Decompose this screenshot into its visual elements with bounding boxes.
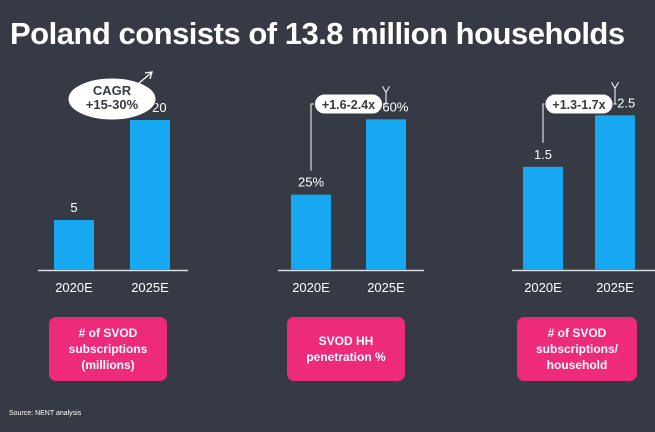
multiplier-text: +1.3-1.7x	[552, 98, 605, 112]
bar-2025e	[595, 115, 635, 270]
bar-2020e	[54, 220, 94, 270]
tick-label: 2020E	[55, 280, 93, 295]
caption-line: SVOD HH	[318, 334, 374, 348]
caption-line: household	[546, 358, 608, 372]
multiplier-text: +1.6-2.4x	[322, 98, 375, 112]
source-note: Source: NENT analysis	[9, 410, 82, 417]
caption-line: subscriptions	[68, 342, 148, 356]
caption-line: # of SVOD	[547, 326, 607, 340]
caption-line: penetration %	[306, 350, 386, 364]
multiplier-arrow-head	[611, 82, 619, 90]
caption-line: # of SVOD	[78, 326, 138, 340]
cagr-badge-text: CAGR	[93, 83, 132, 98]
page-title: Poland consists of 13.8 million househol…	[10, 16, 625, 51]
caption-line: subscriptions/	[535, 342, 618, 356]
bar-2020e	[291, 194, 331, 270]
bar-2020e	[523, 166, 563, 270]
tick-label: 2025E	[367, 280, 405, 295]
data-label: 1.5	[534, 147, 552, 162]
chart-svod-subscriptions: 52020E10-202025ECAGR+15-30%	[38, 71, 188, 295]
caption-line: (millions)	[81, 358, 135, 372]
bar-2025e	[130, 120, 170, 270]
cagr-badge-text: +15-30%	[86, 97, 139, 112]
cagr-arrow-head	[144, 71, 153, 80]
bar-2025e	[366, 119, 406, 271]
caption-svod-per-household: # of SVOD subscriptions/household	[517, 317, 637, 381]
tick-label: 2020E	[524, 280, 562, 295]
tick-label: 2025E	[596, 280, 634, 295]
tick-label: 2025E	[131, 280, 169, 295]
caption-svod-subscriptions: # of SVOD subscriptions (millions)	[49, 317, 167, 381]
cagr-arrow	[137, 72, 152, 85]
multiplier-arrow-head	[382, 86, 390, 94]
multiplier-badge	[314, 93, 383, 115]
tick-label: 2020E	[292, 280, 330, 295]
data-label: 5	[70, 200, 77, 215]
caption-svod-penetration: SVOD HH penetration %	[287, 317, 405, 381]
data-label: 25%	[298, 175, 324, 190]
multiplier-badge	[544, 93, 614, 115]
cagr-badge	[67, 77, 157, 121]
